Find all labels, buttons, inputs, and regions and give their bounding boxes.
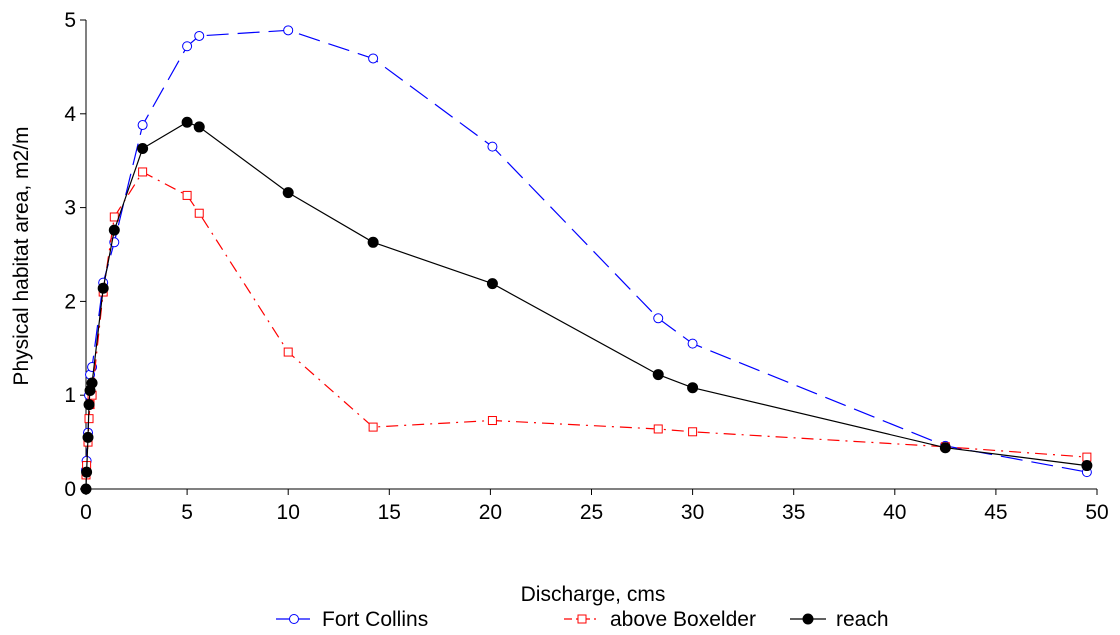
legend-swatch-marker-1 [577, 614, 587, 624]
y-tick-label-4: 4 [64, 103, 76, 126]
y-tick-label-2: 2 [64, 290, 76, 313]
series-2-point-9 [181, 116, 193, 128]
series-0-point-8 [137, 120, 148, 131]
series-0-point-13 [487, 141, 498, 152]
series-0-point-15 [687, 338, 698, 349]
series-2-point-7 [108, 224, 120, 236]
x-tick-label-5: 25 [580, 501, 603, 524]
series-2-point-1 [81, 466, 93, 478]
x-tick-label-0: 0 [80, 501, 92, 524]
series-line-0 [85, 29, 1088, 473]
series-1 [81, 167, 1092, 480]
series-layer [80, 25, 1093, 495]
x-tick-label-10: 50 [1085, 501, 1108, 524]
series-0-point-11 [283, 25, 294, 36]
series-1-point-11 [283, 347, 293, 357]
series-2-point-15 [687, 382, 699, 394]
series-1-point-10 [194, 208, 204, 218]
legend-label-0: Fort Collins [322, 608, 428, 631]
y-tick-label-0: 0 [64, 478, 76, 501]
series-2-point-2 [82, 431, 94, 443]
series-1-point-17 [1082, 452, 1092, 462]
y-tick-label-5: 5 [64, 9, 76, 32]
series-line-2 [85, 121, 1087, 490]
series-2-point-11 [282, 187, 294, 199]
series-1-point-8 [138, 167, 148, 177]
legend-label-1: above Boxelder [610, 608, 756, 631]
series-2-point-6 [97, 282, 109, 294]
x-axis-title: Discharge, cms [521, 583, 666, 606]
series-1-point-7 [109, 212, 119, 222]
series-2-point-12 [367, 236, 379, 248]
legend-item-0: Fort Collins [276, 608, 428, 631]
series-0 [81, 25, 1092, 478]
series-0-point-12 [368, 53, 379, 64]
x-tick-label-7: 35 [782, 501, 805, 524]
x-tick-label-3: 15 [378, 501, 401, 524]
series-2-point-3 [83, 399, 95, 411]
series-2-point-17 [1081, 460, 1093, 472]
series-1-point-15 [688, 427, 698, 437]
series-1-point-14 [653, 424, 663, 434]
y-axis-title: Physical habitat area, m2/m [10, 126, 33, 385]
x-tick-label-8: 40 [883, 501, 906, 524]
series-1-point-9 [182, 190, 192, 200]
series-2 [80, 116, 1093, 495]
legend-item-1: above Boxelder [564, 608, 756, 631]
series-2-point-10 [193, 121, 205, 133]
series-2-point-8 [137, 143, 149, 155]
y-tick-label-3: 3 [64, 197, 76, 220]
y-tick-label-1: 1 [64, 384, 76, 407]
series-0-point-9 [182, 41, 193, 52]
legend-label-2: reach [836, 608, 889, 631]
series-line-1 [85, 171, 1087, 475]
series-1-point-13 [487, 416, 497, 426]
series-2-point-0 [80, 483, 92, 495]
series-0-point-14 [653, 313, 664, 324]
series-2-point-16 [939, 442, 951, 454]
series-2-point-14 [652, 369, 664, 381]
x-tick-label-6: 30 [681, 501, 704, 524]
legend-swatch-marker-2 [802, 613, 814, 625]
legend-swatch-marker-0 [289, 614, 299, 624]
x-tick-label-1: 5 [181, 501, 193, 524]
legend-item-2: reach [790, 608, 889, 631]
x-tick-label-4: 20 [479, 501, 502, 524]
x-tick-label-9: 45 [984, 501, 1007, 524]
x-tick-label-2: 10 [277, 501, 300, 524]
series-1-point-12 [368, 422, 378, 432]
series-0-point-10 [194, 30, 205, 41]
series-2-point-13 [486, 278, 498, 290]
series-2-point-5 [86, 377, 98, 389]
legend: Fort Collins above Boxelder reach [276, 608, 889, 631]
